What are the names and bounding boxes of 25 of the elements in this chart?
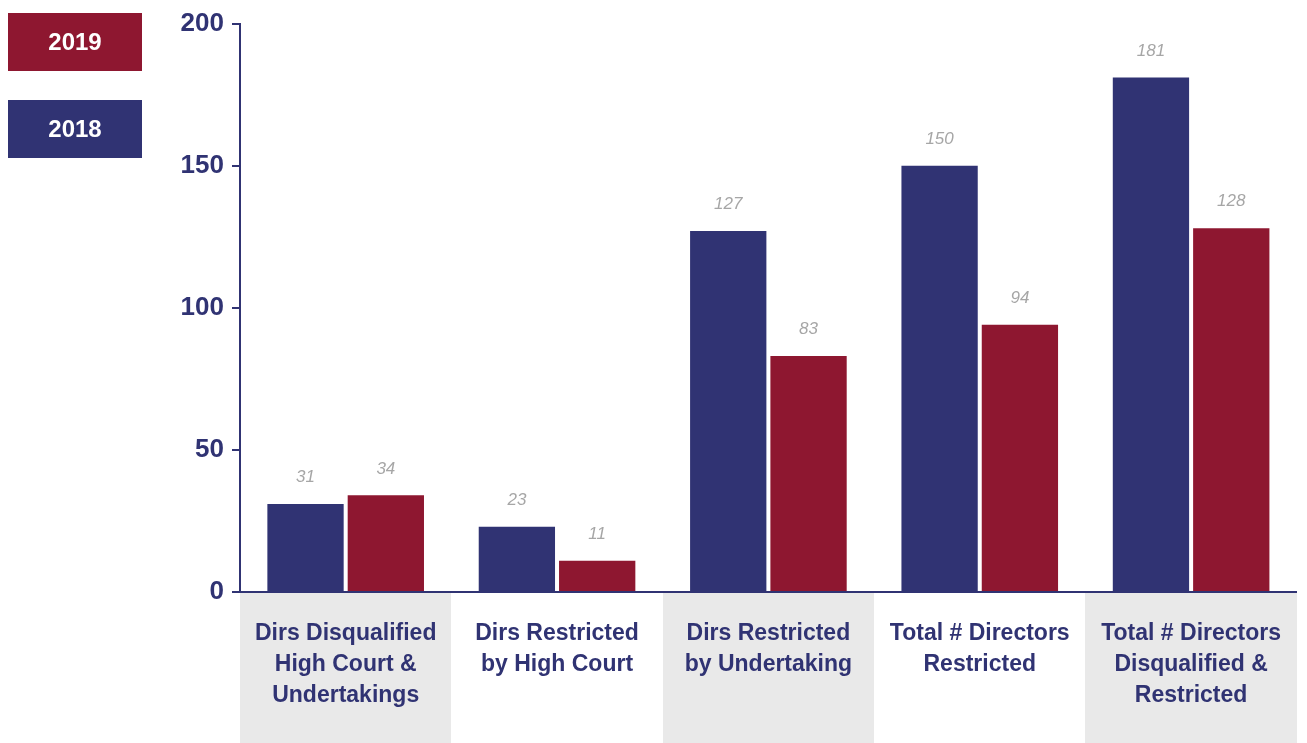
data-label: 31: [296, 467, 315, 487]
bar: [347, 495, 424, 591]
data-label: 150: [925, 128, 955, 148]
text: 2018: [8, 100, 142, 158]
data-label: 23: [506, 489, 527, 509]
x-tick-label: Dirs Restricted by Undertaking: [684, 618, 853, 676]
data-label: 11: [588, 523, 607, 543]
text: 2019: [8, 13, 142, 71]
x-tick-label: Dirs Restricted by High Court: [475, 618, 639, 676]
data-label: 94: [1010, 288, 1030, 308]
bar: [559, 560, 636, 591]
bar: [981, 324, 1059, 591]
data-label: 127: [714, 194, 743, 214]
data-label: 128: [1217, 191, 1246, 211]
y-tick-label: 0: [209, 575, 224, 606]
y-tick-label: 150: [180, 148, 224, 179]
x-tick-label: Total # Directors Disqualified & Restricted: [1101, 618, 1281, 707]
x-tick-label: Dirs Disqualified High Court & Undertakings: [254, 618, 437, 707]
data-label: 181: [1136, 40, 1166, 60]
y-tick-label: 200: [180, 6, 224, 37]
data-label: 83: [799, 319, 819, 339]
y-tick-label: 100: [180, 290, 224, 321]
x-tick-label: Total # Directors Restricted: [889, 618, 1070, 676]
y-tick-label: 50: [195, 433, 224, 464]
data-label: 34: [376, 458, 396, 478]
